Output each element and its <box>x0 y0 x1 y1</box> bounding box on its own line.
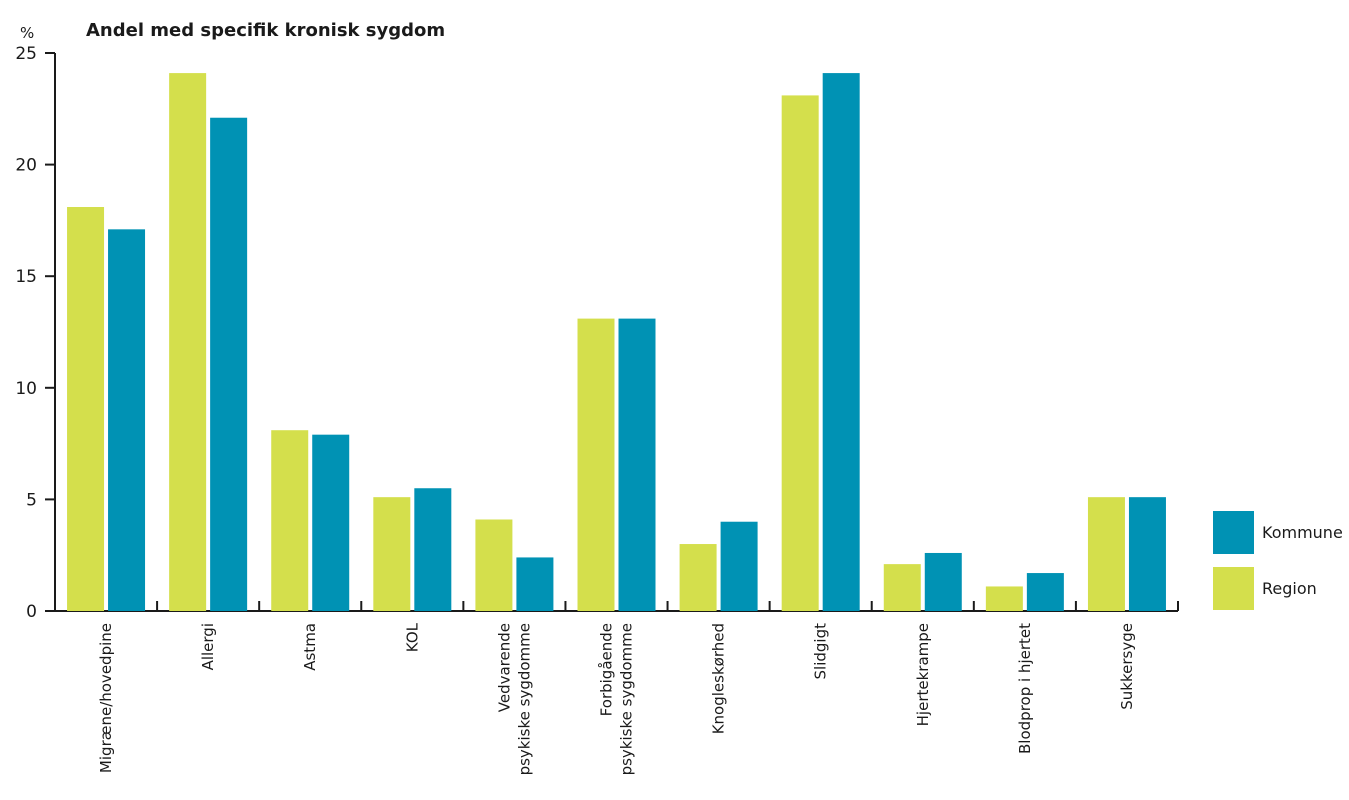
x-axis-labels: Migræne/hovedpine Allergi Astma KOL Vedvaren… <box>97 622 1136 775</box>
y-tick-label: 20 <box>15 156 37 176</box>
bar-kommune <box>1128 497 1166 611</box>
bar-kommune <box>414 488 452 611</box>
x-category-label: Forbigående psykiske sygdomme <box>598 623 636 775</box>
y-tick-label: 15 <box>15 267 37 287</box>
bar-region <box>169 73 207 611</box>
x-category-label-line: Blodprop i hjertet <box>1016 623 1034 754</box>
bar-kommune <box>108 229 146 611</box>
x-category-label-line: Knogleskørhed <box>710 623 728 734</box>
bar-region <box>67 207 105 611</box>
bar-kommune <box>516 557 554 611</box>
y-tick-label: 25 <box>15 44 37 64</box>
x-category-label: KOL <box>403 622 421 652</box>
bar-region <box>475 519 513 611</box>
bar-region <box>577 318 615 611</box>
bar-kommune <box>720 521 758 611</box>
legend-swatch-region <box>1213 567 1254 610</box>
x-category-label-line: Vedvarende <box>495 623 513 712</box>
chart-title: Andel med specifik kronisk sygdom <box>86 20 445 41</box>
x-category-label-line: psykiske sygdomme <box>515 623 533 775</box>
y-unit-label: % <box>20 24 34 42</box>
x-category-label-line: psykiske sygdomme <box>618 623 636 775</box>
y-tick-label: 10 <box>15 379 37 399</box>
bar-kommune <box>822 73 860 611</box>
x-category-label: Slidgigt <box>812 623 830 680</box>
x-category-label-line: Forbigående <box>598 623 616 716</box>
bar-kommune <box>210 117 248 611</box>
x-category-label: Astma <box>301 623 319 671</box>
bars <box>67 73 1166 611</box>
x-category-label: Migræne/hovedpine <box>97 623 115 773</box>
y-tick-label: 0 <box>26 602 37 622</box>
x-category-label-line: Allergi <box>199 623 217 670</box>
bar-region <box>271 430 309 611</box>
x-category-label-line: Hjertekrampe <box>914 623 932 726</box>
x-category-label: Knogleskørhed <box>710 623 728 734</box>
x-category-label-line: Migræne/hovedpine <box>97 623 115 773</box>
legend-label-kommune: Kommune <box>1262 523 1343 542</box>
y-tick-label: 5 <box>26 490 37 510</box>
bar-kommune <box>924 552 962 611</box>
x-category-label-line: Sukkersyge <box>1118 623 1136 710</box>
x-category-label: Hjertekrampe <box>914 623 932 726</box>
bar-kommune <box>618 318 656 611</box>
bar-kommune <box>312 434 350 611</box>
bar-region <box>781 95 819 611</box>
legend: Kommune Region <box>1213 511 1343 610</box>
x-category-label-line: Astma <box>301 623 319 671</box>
bar-region <box>679 544 717 611</box>
x-category-label: Vedvarende psykiske sygdomme <box>495 623 533 775</box>
legend-swatch-kommune <box>1213 511 1254 554</box>
x-category-label: Sukkersyge <box>1118 623 1136 710</box>
x-category-label-line: KOL <box>403 622 421 652</box>
legend-label-region: Region <box>1262 579 1317 598</box>
x-category-label: Blodprop i hjertet <box>1016 623 1034 754</box>
bar-kommune <box>1026 573 1064 611</box>
bar-region <box>373 497 411 611</box>
bar-region <box>985 586 1023 611</box>
bar-region <box>883 564 921 611</box>
x-category-label-line: Slidgigt <box>812 623 830 680</box>
bar-region <box>1087 497 1125 611</box>
x-category-label: Allergi <box>199 623 217 670</box>
